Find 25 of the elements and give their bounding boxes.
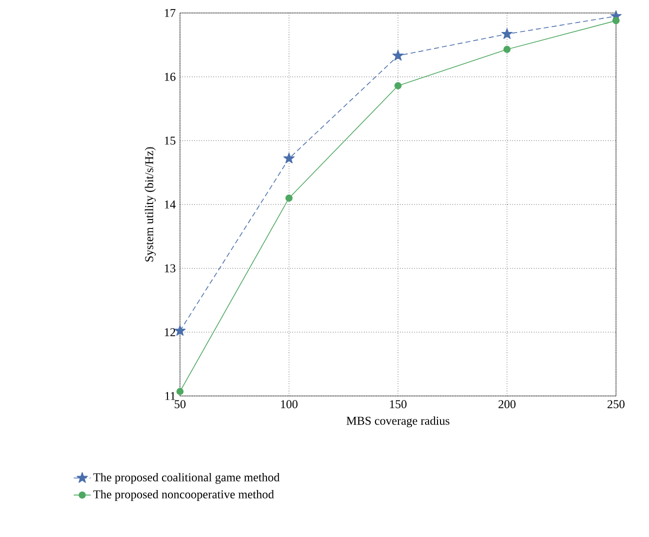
legend-label: The proposed coalitional game method	[93, 472, 280, 484]
y-axis-title: System utility (bit/s/Hz)	[144, 147, 156, 262]
point	[285, 194, 293, 202]
y-tick-label: 13	[164, 264, 176, 272]
x-axis-title: MBS coverage radius	[346, 416, 450, 428]
x-tick-label: 150	[390, 400, 407, 408]
y-tick-label: 15	[164, 136, 176, 145]
point	[283, 152, 295, 164]
y-tick-label: 11	[165, 392, 176, 400]
legend-label: The proposed noncooperative method	[93, 490, 274, 501]
y-tick-label: 17	[164, 9, 176, 17]
point	[174, 324, 186, 336]
point	[176, 388, 184, 396]
y-tick-label: 16	[164, 72, 176, 81]
x-tick-label: 200	[498, 400, 516, 408]
point	[503, 46, 511, 53]
y-tick-label: 12	[164, 328, 176, 336]
y-tick-label: 14	[164, 200, 176, 208]
x-tick-label: 100	[281, 400, 298, 408]
point	[392, 50, 404, 61]
point	[501, 28, 513, 39]
x-tick-label: 250	[608, 400, 625, 408]
x-tick-label: 50	[174, 400, 186, 408]
point	[394, 82, 402, 90]
point	[612, 17, 620, 24]
